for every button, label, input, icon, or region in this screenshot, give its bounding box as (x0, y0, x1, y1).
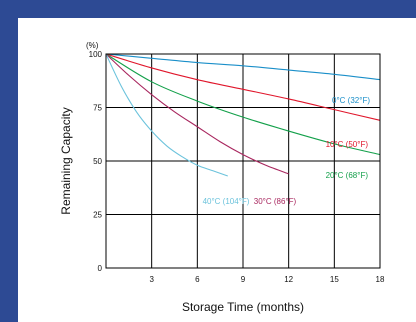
x-tick-label: 15 (330, 275, 339, 284)
x-tick-label: 9 (241, 275, 246, 284)
x-tick-label: 18 (376, 275, 385, 284)
series-label-1: 10°C (50°F) (326, 140, 369, 149)
y-tick-label: 0 (98, 264, 103, 273)
series-label-0: 0°C (32°F) (332, 96, 370, 105)
series-labels: 0°C (32°F) 10°C (50°F) 20°C (68°F) 30°C (86… (203, 96, 371, 206)
y-tick-label: 25 (93, 211, 102, 220)
series-line-4 (105, 53, 228, 177)
y-tick-label: 75 (93, 104, 102, 113)
series-line-1 (105, 53, 381, 121)
series-label-3: 30°C (86°F) (254, 197, 297, 206)
x-tick-label: 6 (195, 275, 200, 284)
y-axis-title: Remaining Capacity (59, 107, 73, 214)
chart-frame: 3 6 9 12 15 18 0 25 50 75 100 0°C (32°F) 10°C (50°F… (18, 18, 416, 322)
series-line-2 (105, 53, 381, 156)
series-lines (105, 53, 381, 177)
y-tick-label: 100 (89, 50, 103, 59)
plot-border (105, 53, 381, 269)
series-line-0 (105, 53, 381, 81)
x-tick-label: 12 (284, 275, 293, 284)
series-line-3 (105, 53, 289, 175)
series-label-2: 20°C (68°F) (326, 171, 369, 180)
x-axis-title: Storage Time (months) (182, 300, 304, 314)
series-label-4: 40°C (104°F) (203, 197, 250, 206)
y-tick-label: 50 (93, 157, 102, 166)
grid (106, 53, 381, 269)
x-tick-label: 3 (149, 275, 154, 284)
capacity-chart: 3 6 9 12 15 18 0 25 50 75 100 0°C (32°F) 10°C (50°F… (59, 41, 385, 314)
tick-labels: 3 6 9 12 15 18 0 25 50 75 100 (89, 50, 385, 284)
y-unit-label: (%) (86, 41, 99, 50)
